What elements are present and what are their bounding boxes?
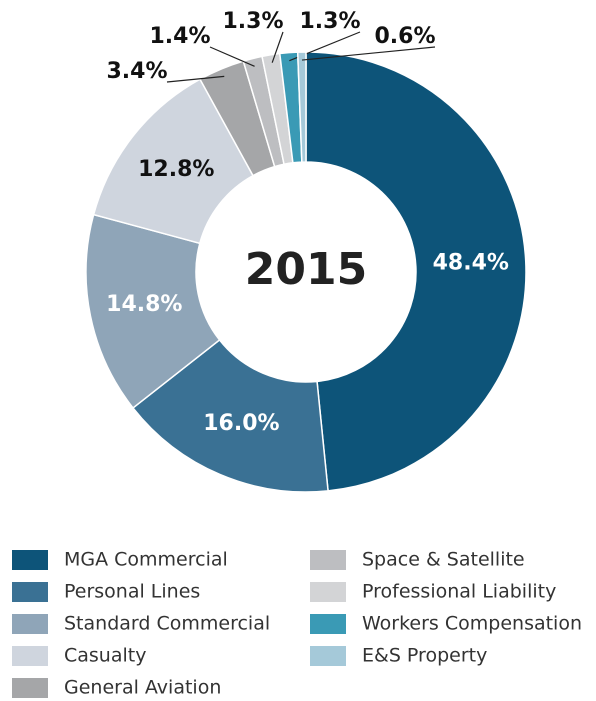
slice	[85, 213, 221, 409]
legend-swatch	[12, 678, 48, 698]
leader-line	[166, 75, 225, 83]
value-label: 1.3%	[222, 9, 283, 34]
slice	[131, 338, 329, 493]
legend-swatch	[310, 614, 346, 634]
center-label: 2015	[245, 244, 367, 295]
value-label: 0.6%	[374, 24, 435, 49]
legend-swatch	[310, 550, 346, 570]
slice	[296, 51, 307, 163]
legend-swatch	[12, 646, 48, 666]
value-label: 12.8%	[138, 157, 214, 182]
leader-line	[271, 31, 284, 63]
legend-label: Space & Satellite	[362, 549, 525, 571]
value-label: 48.4%	[433, 251, 509, 276]
legend-swatch	[310, 646, 346, 666]
value-label: 16.0%	[203, 411, 279, 436]
value-label: 14.8%	[106, 292, 182, 317]
legend-swatch	[12, 582, 48, 602]
leader-line	[209, 46, 255, 67]
legend-label: Workers Compensation	[362, 613, 582, 635]
legend-label: E&S Property	[362, 645, 487, 667]
legend-label: General Aviation	[64, 677, 221, 699]
legend-label: Personal Lines	[64, 581, 200, 603]
legend-swatch	[310, 582, 346, 602]
value-label: 3.4%	[106, 59, 167, 84]
legend-label: Standard Commercial	[64, 613, 270, 635]
legend-swatch	[12, 550, 48, 570]
legend-label: Casualty	[64, 645, 146, 667]
leader-line	[301, 46, 436, 61]
value-label: 1.4%	[149, 24, 210, 49]
slice	[305, 51, 527, 492]
legend-label: Professional Liability	[362, 581, 556, 603]
legend-label: MGA Commercial	[64, 549, 228, 571]
value-label: 1.3%	[299, 9, 360, 34]
legend-swatch	[12, 614, 48, 634]
